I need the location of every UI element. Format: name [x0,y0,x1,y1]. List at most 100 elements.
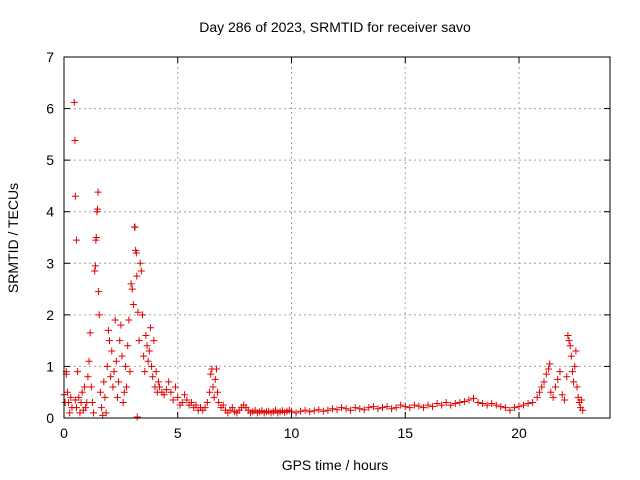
data-point [212,365,220,373]
data-point [183,396,191,404]
data-point [460,397,468,405]
data-point [564,331,572,339]
data-point [406,404,414,412]
data-point [73,236,81,244]
data-point [192,401,200,409]
data-point [148,362,156,370]
data-point [401,403,409,411]
data-point [75,393,83,401]
data-point [85,357,93,365]
data-point [568,368,576,376]
data-point [211,375,219,383]
data-point [140,352,148,360]
data-point [167,388,175,396]
data-point [219,401,227,409]
data-point [492,401,500,409]
data-point [207,370,215,378]
data-point [556,368,564,376]
data-point [138,311,146,319]
data-point [410,401,418,409]
data-point [67,393,75,401]
data-point [214,388,222,396]
data-point [169,396,177,404]
data-point [479,400,487,408]
data-point [533,393,541,401]
data-point [165,378,173,386]
data-point [100,378,108,386]
data-point [65,399,73,407]
data-point [70,98,78,106]
data-point [141,368,149,376]
data-point [209,383,217,391]
data-point [112,357,120,365]
data-point [571,362,579,370]
data-point [132,249,140,257]
data-point [125,316,133,324]
y-tick-label: 6 [46,101,54,117]
data-point [451,400,459,408]
data-point [74,368,82,376]
data-point [542,370,550,378]
y-tick-label: 2 [46,307,54,323]
data-point [91,267,99,275]
data-point [538,383,546,391]
data-point [306,408,314,416]
data-point [63,388,71,396]
data-point [116,337,124,345]
x-tick-label: 0 [60,425,68,441]
data-point [160,391,168,399]
data-point [87,383,95,391]
data-point [292,409,300,417]
data-point [86,329,94,337]
data-point [201,404,209,412]
data-point [558,391,566,399]
data-point [360,406,368,414]
data-point [483,401,491,409]
data-point [324,406,332,414]
data-point [78,388,86,396]
y-tick-label: 1 [46,358,54,374]
data-point [419,404,427,412]
data-point [572,347,580,355]
data-point [144,357,152,365]
data-point [102,409,110,417]
data-point [126,368,134,376]
data-point [383,403,391,411]
data-point [121,362,129,370]
data-point [94,188,102,196]
ticks [63,56,610,419]
data-point [328,405,336,413]
data-point [84,373,92,381]
data-point [529,399,537,407]
data-point [561,396,568,404]
data-point [338,404,346,412]
data-point [415,402,423,410]
data-point [549,393,557,401]
data-point [111,316,119,324]
data-point [206,388,214,396]
data-point [392,404,400,412]
data-point [162,386,170,394]
data-point [301,406,309,414]
data-point [567,352,575,360]
data-point [433,400,441,408]
data-point [333,406,341,414]
data-point [131,223,139,231]
data-point [187,399,195,407]
y-tick-label: 3 [46,255,54,271]
x-tick-label: 5 [174,425,182,441]
data-point [510,404,518,412]
data-point [92,234,100,241]
data-point [215,399,223,407]
data-point [546,360,554,368]
data-point [133,413,141,421]
data-point [488,400,496,408]
data-point [379,404,386,412]
data-point [506,406,514,414]
data-point [119,399,127,407]
data-point [113,393,121,401]
data-point [96,388,104,396]
data-point [156,383,164,391]
y-tick-label: 0 [46,410,54,426]
